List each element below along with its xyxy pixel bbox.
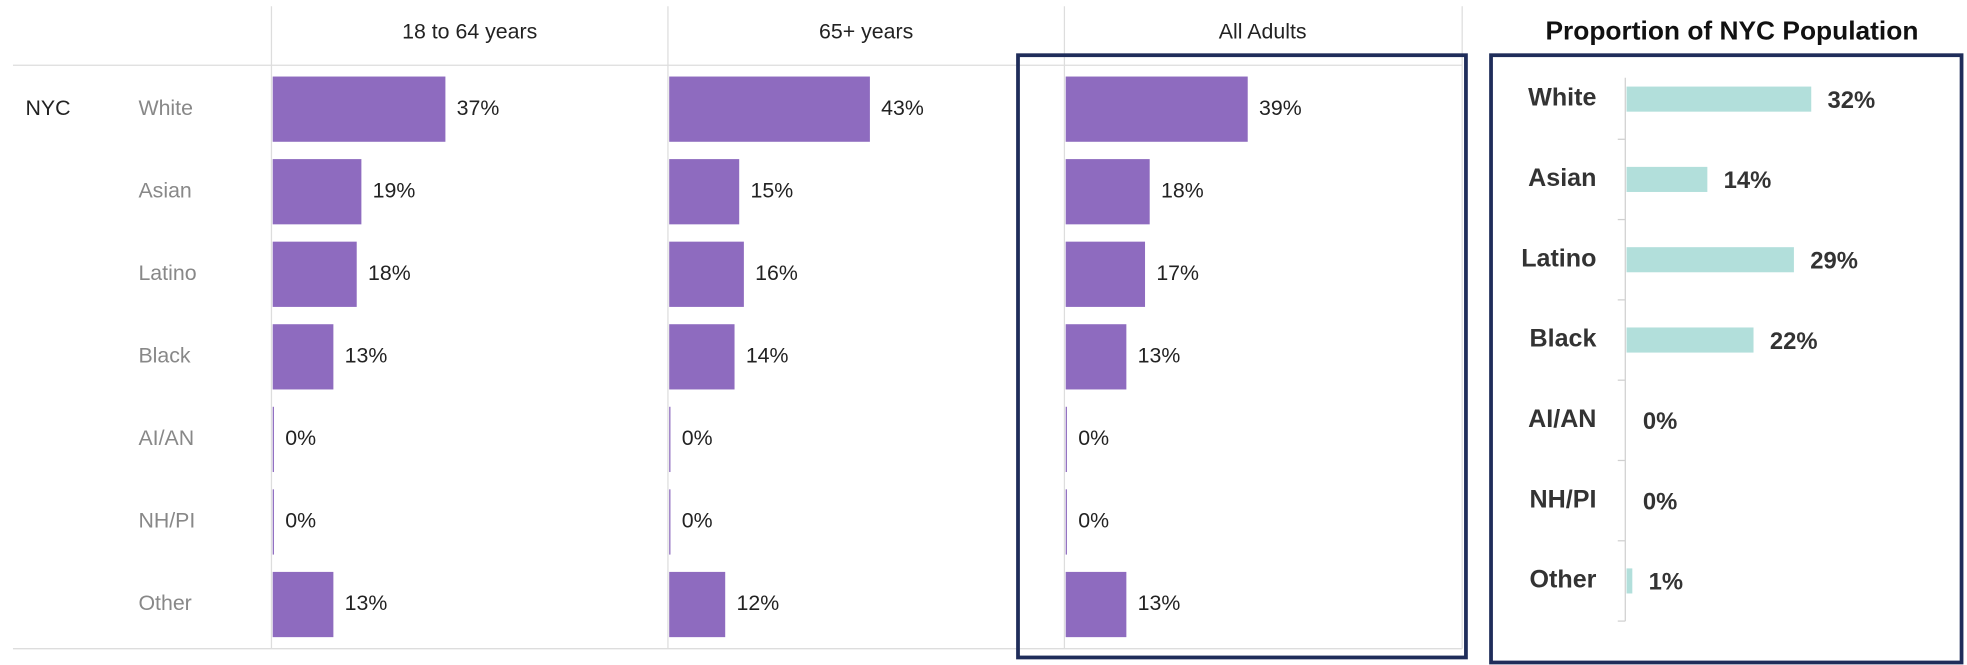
value-label: 18% (368, 261, 411, 285)
bar (1626, 247, 1794, 273)
bar (669, 159, 740, 225)
value-label: 19% (373, 178, 416, 202)
value-label: 37% (457, 96, 500, 120)
bar (272, 406, 274, 473)
bar (669, 571, 726, 638)
value-label: 32% (1828, 87, 1876, 114)
value-label: 13% (1138, 591, 1181, 615)
bar (1065, 324, 1127, 390)
bar (1065, 406, 1067, 473)
bar (272, 324, 334, 390)
value-label: 43% (881, 96, 924, 120)
bar (669, 489, 671, 555)
bar (1626, 327, 1754, 353)
value-label: 0% (682, 426, 713, 450)
value-label: 0% (682, 509, 713, 533)
value-label: 14% (1724, 167, 1772, 194)
bar (1065, 76, 1248, 142)
bar (1626, 86, 1812, 112)
value-label: 18% (1161, 178, 1204, 202)
category-label: White (138, 96, 193, 120)
value-label: 12% (736, 591, 779, 615)
value-label: 0% (285, 426, 316, 450)
value-label: 13% (1138, 343, 1181, 367)
column-header: All Adults (1219, 19, 1307, 43)
column-header: 65+ years (819, 19, 913, 43)
column-header: 18 to 64 years (402, 19, 537, 43)
panel-title: Proportion of NYC Population (1545, 16, 1918, 46)
value-label: 39% (1259, 96, 1302, 120)
value-label: 22% (1770, 328, 1818, 355)
bar (1065, 241, 1146, 307)
value-label: 0% (1078, 426, 1109, 450)
category-label: Other (1530, 566, 1597, 594)
bar (1626, 166, 1708, 192)
category-label: Black (138, 343, 190, 367)
category-label: AI/AN (1528, 405, 1596, 433)
bar (272, 159, 362, 225)
bar (1065, 489, 1067, 555)
category-label: Latino (138, 261, 196, 285)
bar (272, 571, 334, 638)
value-label: 13% (345, 343, 388, 367)
category-label: Latino (1521, 244, 1596, 272)
value-label: 0% (1643, 408, 1677, 435)
category-label: Asian (1528, 164, 1596, 192)
group-label: NYC (26, 96, 71, 120)
bar (669, 241, 744, 307)
value-label: 15% (750, 178, 793, 202)
bar (669, 324, 735, 390)
value-label: 29% (1810, 248, 1858, 275)
category-label: AI/AN (138, 426, 194, 450)
bar (272, 489, 274, 555)
value-label: 0% (1078, 509, 1109, 533)
value-label: 1% (1649, 569, 1683, 596)
bar (1065, 571, 1127, 638)
value-label: 17% (1156, 261, 1199, 285)
panel-box (1489, 53, 1964, 665)
category-label: NH/PI (138, 509, 195, 533)
category-label: NH/PI (1530, 485, 1597, 513)
highlight-box (1016, 53, 1468, 660)
bar (669, 76, 870, 142)
value-label: 0% (285, 509, 316, 533)
bar (669, 406, 671, 473)
bar (1626, 568, 1633, 594)
category-label: Asian (138, 178, 191, 202)
bar (272, 241, 357, 307)
value-label: 13% (345, 591, 388, 615)
bar (1065, 159, 1150, 225)
bar (272, 76, 446, 142)
value-label: 16% (755, 261, 798, 285)
category-label: Other (138, 591, 191, 615)
value-label: 14% (746, 343, 789, 367)
category-label: Black (1530, 325, 1597, 353)
value-label: 0% (1643, 488, 1677, 515)
category-label: White (1528, 84, 1596, 112)
